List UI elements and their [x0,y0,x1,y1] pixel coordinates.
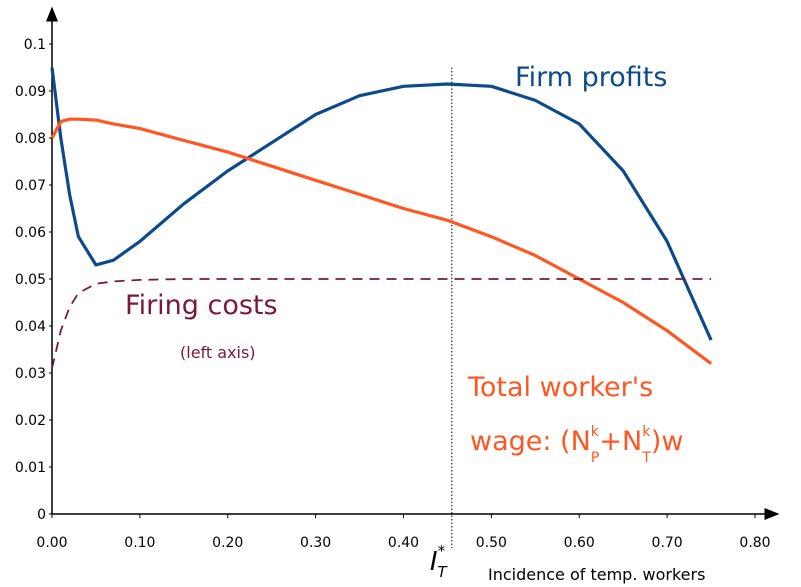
series-label: Firm profits [515,62,667,93]
annotation: (left axis) [180,343,256,362]
series-line [50,67,713,341]
y-tick-label: 0.03 [15,366,46,382]
y-tick-label: 0.04 [15,319,46,335]
annotation-part: +N [599,426,642,457]
y-tick-label: 0.06 [15,225,46,241]
x-tick-label: 0.20 [212,535,243,551]
marker-label: IT * [430,542,449,581]
marker-label-part: I [430,547,438,577]
series-label: Total worker's [467,372,653,403]
marker-label-part: * [438,542,446,560]
x-tick-label: 0.30 [300,535,331,551]
x-tick-label: 0.10 [124,535,155,551]
y-tick-label: 0.02 [15,413,46,429]
annotation-part: k [591,424,600,440]
y-tick-label: 0.09 [15,84,46,100]
y-tick-label: 0.1 [24,37,46,53]
y-tick-label: 0.07 [15,178,46,194]
x-axis-label: Incidence of temp. workers [488,565,705,584]
x-tick-label: 0.80 [739,535,770,551]
x-tick-label: 0.00 [36,535,67,551]
x-tick-label: 0.50 [476,535,507,551]
annotation-part: T [641,450,651,466]
series-line [51,278,712,369]
y-tick-label: 0.01 [15,460,46,476]
x-tick-label: 0.60 [564,535,595,551]
annotation-part: wage: (N [470,426,591,457]
y-tick-label: 0.05 [15,272,46,288]
series-label: Firing costs [125,290,278,321]
y-tick-label: 0.08 [15,131,46,147]
marker-label-part: T [438,563,449,581]
annotation-part: P [591,450,599,466]
annotation-part: k [642,424,651,440]
x-tick-label: 0.40 [388,535,419,551]
y-tick-label: 0 [37,507,46,523]
annotation-part: )w [651,426,684,457]
x-tick-label: 0.70 [652,535,683,551]
annotation: wage: (Nk P+Nk T)w [470,424,683,466]
series-line [50,117,713,365]
